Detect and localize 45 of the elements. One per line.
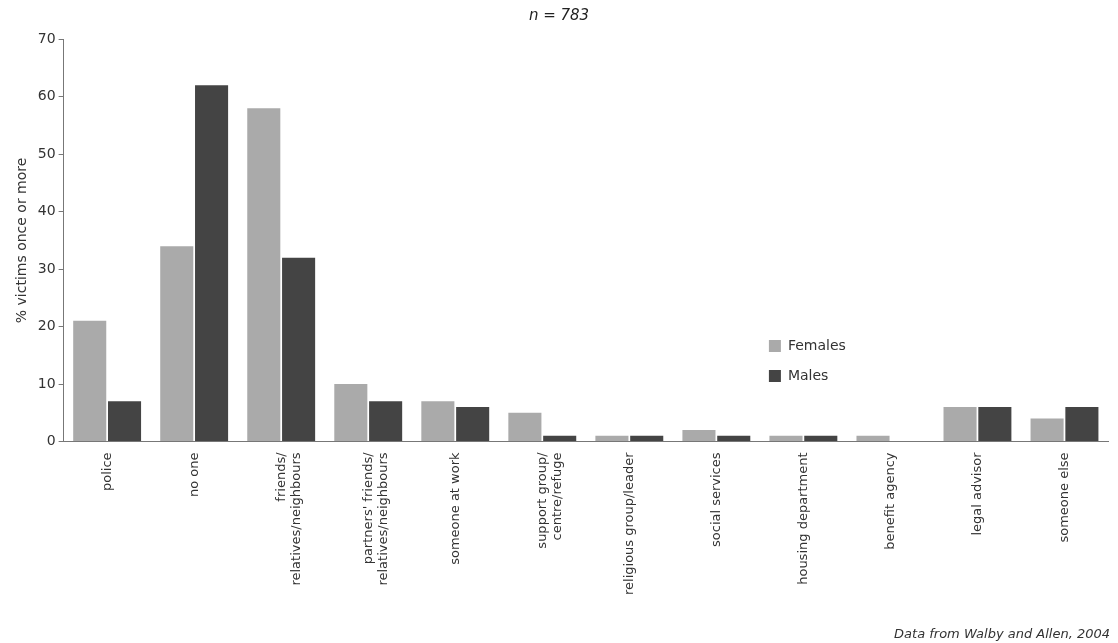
bar <box>1065 406 1099 441</box>
bar <box>769 435 803 441</box>
y-tick-label: 60 <box>37 87 56 104</box>
y-tick-label: 30 <box>37 259 56 276</box>
y-tick-label: 10 <box>37 374 56 391</box>
x-tick-label: someone at work <box>446 451 462 565</box>
bar <box>595 435 629 441</box>
chart-title: n = 783 <box>527 6 591 24</box>
y-tick-label: 20 <box>37 317 56 334</box>
x-tick-label: housing department <box>794 452 810 585</box>
bar <box>73 320 107 441</box>
legend-label: Males <box>787 366 829 383</box>
x-tick-label: someone else <box>1055 452 1071 543</box>
bar <box>369 401 403 441</box>
x-tick-label: legal advisor <box>968 451 984 536</box>
x-tick-label: police <box>98 452 114 492</box>
bar <box>804 435 838 441</box>
x-tick-label: no one <box>185 452 201 497</box>
y-axis-title: % victims once or more <box>13 157 30 324</box>
bar <box>508 412 542 441</box>
bar <box>108 401 142 441</box>
y-tick-label: 0 <box>46 432 56 449</box>
y-tick-label: 40 <box>37 202 56 219</box>
bar <box>682 429 716 441</box>
bar <box>247 108 281 441</box>
bar <box>282 257 316 441</box>
text: Data from Walby and Allen, 2004 <box>894 626 1110 641</box>
x-tick-label: religious group/leader <box>620 451 636 596</box>
x-tick-label: social services <box>707 452 723 547</box>
bar <box>334 384 368 441</box>
bar <box>160 246 194 441</box>
bar <box>195 85 229 441</box>
bar <box>943 406 977 441</box>
legend-label: Females <box>787 336 846 353</box>
y-tick-label: 70 <box>37 30 56 47</box>
bar <box>630 435 664 441</box>
bar <box>717 435 751 441</box>
y-tick-label: 50 <box>37 144 56 161</box>
bar <box>456 406 490 441</box>
bar <box>543 435 577 441</box>
x-tick-label: benefit agency <box>881 452 897 550</box>
bar <box>1030 418 1064 441</box>
bar <box>421 401 455 441</box>
bar <box>978 406 1012 441</box>
bar <box>856 435 890 441</box>
